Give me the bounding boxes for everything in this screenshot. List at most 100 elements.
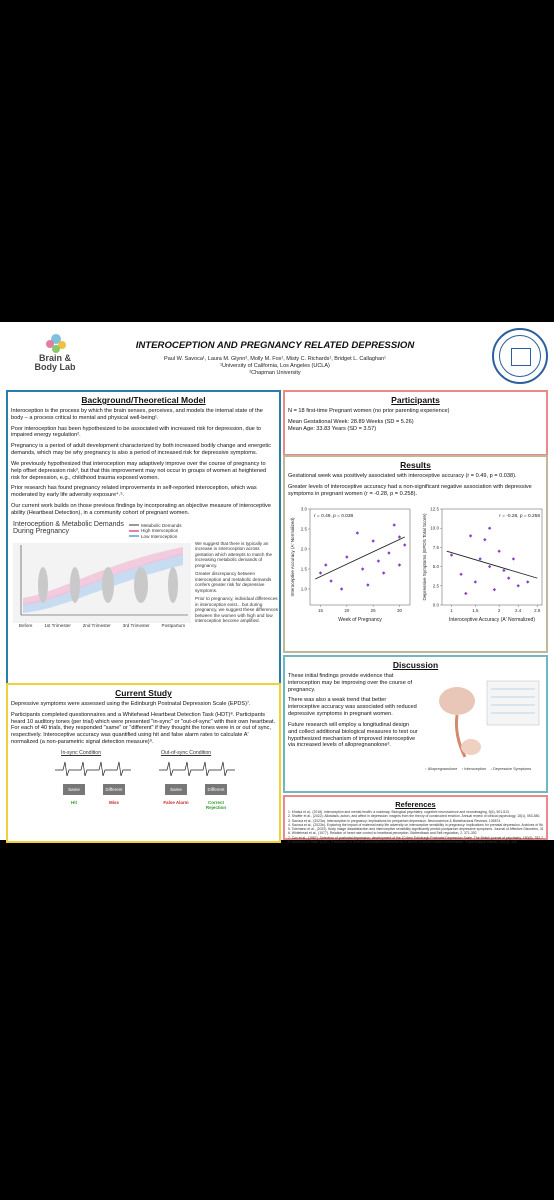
chart-week-vs-accuracy: 15 20 25 30 1.0 1.5 2.0 2.5 3.0 Week of Pregnancy…	[290, 507, 411, 623]
results-panel: Results Gestational week was positively …	[283, 455, 548, 653]
stage-label: 3rd Trimester	[122, 622, 150, 628]
allopregnanolone-label: ↑ Allopregnanolone	[425, 767, 458, 771]
fig-caption-3: Prior to pregnancy, individual differenc…	[195, 596, 279, 624]
brain-body-lab-logo: Brain & Body Lab	[20, 330, 90, 384]
data-point	[497, 549, 501, 554]
fig-caption-1: We suggest that there is typically an in…	[195, 540, 273, 568]
false-alarm-label: False Alarm	[163, 799, 189, 805]
stage-label: Postpartum	[161, 622, 186, 628]
mechanism-labels: ↑ Allopregnanolone ↑ Interoception ↓ Dep…	[425, 767, 531, 772]
in-sync-label: In-sync Condition	[61, 749, 102, 756]
author-list: Paul W. Savoca¹, Laura M. Glynn², Molly …	[164, 356, 386, 362]
results-p2: Greater levels of interoceptive accuracy…	[288, 483, 532, 497]
data-point	[318, 571, 323, 576]
trend-line	[315, 537, 405, 580]
background-p6: Our current work builds on those previou…	[11, 502, 271, 516]
model-diagram	[13, 542, 191, 623]
brain-body-mechanism-icon	[439, 680, 540, 758]
y-tick-label: 12.5	[430, 507, 439, 512]
background-p2: Poor interoception has been hypothesized…	[11, 425, 262, 439]
data-point	[366, 583, 370, 588]
stage-label: 2nd Trimester	[82, 622, 111, 628]
data-point	[355, 531, 360, 536]
data-point	[324, 563, 328, 568]
participants-heading: Participants	[391, 395, 440, 405]
reference-item: 7. Cox et al., (1987). Detection of post…	[288, 835, 543, 840]
discussion-panel: Discussion These initial findings provid…	[283, 655, 548, 793]
x-tick-label: 20	[344, 608, 350, 613]
x-tick-label: 2.8	[534, 608, 541, 613]
out-sync-label: Out-of-sync Condition	[161, 749, 212, 756]
trend-line	[446, 551, 538, 579]
x-tick-label: 15	[318, 608, 324, 613]
discussion-p2: There was also a weak trend that better …	[288, 697, 417, 718]
interoception-label: ↑ Interoception	[461, 767, 487, 771]
y-axis-label: Depressive Symptoms (EPDS Total Score)	[422, 513, 427, 600]
x-tick-label: 2.4	[515, 608, 522, 613]
legend-item-metabolic: Metabolic Demands	[129, 523, 182, 529]
figure-title-line-2: During Pregnancy	[13, 528, 70, 536]
poster: Brain & Body Lab INTEROCEPTION AND PREGN…	[0, 322, 554, 844]
participants-panel: Participants N = 18 first-time Pregnant …	[283, 390, 548, 456]
data-point	[516, 584, 520, 588]
y-tick-label: 1.0	[301, 587, 308, 592]
y-tick-label: 1.5	[301, 567, 308, 572]
correlation-annotation: r = 0.49, p = 0.038	[314, 513, 354, 519]
data-point	[392, 523, 396, 528]
y-tick-label: 7.5	[433, 545, 440, 550]
data-point	[459, 573, 463, 577]
participants-gest: Mean Gestational Week: 28.89 Weeks (SD =…	[288, 418, 414, 425]
affiliation-2: ²Chapman University	[249, 369, 301, 376]
fig-caption-2: Greater discrepancy between interoceptio…	[195, 571, 272, 593]
depressive-label: ↓ Depressive Symptoms	[490, 767, 532, 771]
data-point	[478, 557, 482, 562]
x-tick-label: 1	[450, 608, 453, 613]
background-p5: Prior research has found pregnancy relat…	[11, 485, 257, 499]
data-point	[506, 576, 511, 581]
data-point	[397, 535, 402, 540]
data-point	[397, 563, 402, 568]
data-point	[381, 571, 386, 576]
results-p1: Gestational week was positively associat…	[288, 473, 517, 479]
figure-title: Interoception & Metabolic Demands During…	[13, 521, 124, 536]
correlation-annotation: r = -0.28, p = 0.258	[499, 513, 540, 519]
affiliation-1: ¹University of California, Los Angeles (…	[220, 362, 330, 369]
data-point	[387, 551, 391, 556]
university-seal-icon	[492, 328, 548, 384]
data-point	[511, 557, 516, 562]
figure-title-line-1: Interoception & Metabolic Demands	[13, 520, 124, 528]
y-axis-label: Interoceptive Accuracy (A' Normalized)	[290, 517, 295, 596]
stage-labels: Before 1st Trimester 2nd Trimester 3rd T…	[13, 623, 191, 629]
data-point	[329, 579, 333, 584]
authors-block: Paul W. Savoca¹, Laura M. Glynn², Molly …	[110, 356, 440, 377]
same-button-in-sync: Same	[63, 783, 85, 795]
data-point	[526, 580, 530, 585]
logo-line-1: Brain &	[38, 353, 71, 363]
data-point	[502, 569, 506, 573]
different-button-out-sync: Different	[205, 783, 227, 795]
different-button-in-sync: Different	[103, 783, 125, 795]
background-p1: Interoception is the process by which th…	[11, 408, 263, 421]
study-p1: Depressive symptoms were assessed using …	[11, 701, 251, 707]
data-point	[339, 587, 344, 592]
poster-title: INTEROCEPTION AND PREGNANCY RELATED DEPR…	[135, 340, 415, 351]
data-point	[483, 538, 487, 542]
correct-rejection-label: Correct Rejection	[205, 799, 227, 810]
legend-item-low: Low Interoception	[129, 534, 182, 540]
discussion-p1: These initial findings provide evidence …	[288, 673, 413, 693]
data-point	[492, 588, 497, 592]
x-axis-label: Interoceptive Accuracy (A' Normalized)	[449, 617, 535, 623]
y-tick-label: 0.0	[433, 603, 440, 608]
chart-accuracy-vs-depression: 1 1.5 2 2.4 2.8 0.0 2.5 5.0 7.5 10.0 12.5 Interocep…	[422, 507, 543, 623]
reference-item: 8. Aaronson & Watts (1987). Extensions o…	[288, 839, 518, 844]
ecg-trace-icon	[55, 761, 235, 776]
data-point	[376, 559, 381, 564]
x-tick-label: 30	[397, 608, 403, 613]
y-tick-label: 2.5	[301, 527, 308, 532]
references-heading: References	[395, 800, 436, 809]
figure-legend: Metabolic Demands High Interoception Low…	[129, 523, 182, 540]
background-p3: Pregnancy is a period of adult developme…	[11, 443, 271, 457]
figure-captions: We suggest that there is typically an in…	[195, 541, 279, 624]
y-tick-label: 2.5	[433, 584, 440, 589]
hdt-diagram: In-sync Condition Out-of-sync Condition …	[11, 750, 276, 820]
